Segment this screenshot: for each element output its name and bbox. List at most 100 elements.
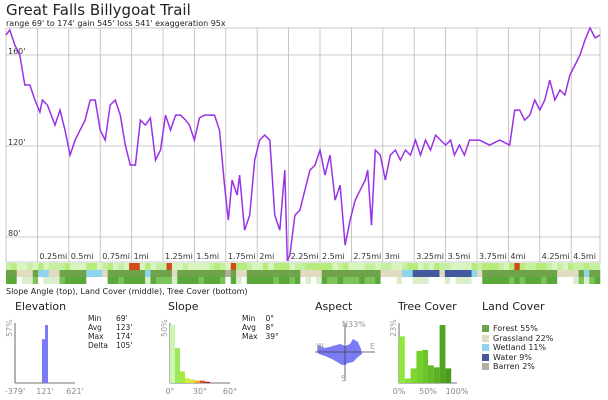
land-cover-strip-cell — [578, 270, 585, 277]
tree-cover-strip-cell — [134, 277, 141, 284]
tree-cover-strip-cell — [123, 277, 130, 284]
slope-strip-cell — [492, 263, 499, 270]
land-cover-strip-cell — [182, 270, 189, 277]
land-cover-strip-cell — [273, 270, 280, 277]
land-cover-strip-cell — [364, 270, 371, 277]
tree-cover-strip-cell — [487, 277, 494, 284]
elevation-label: Avg — [88, 323, 102, 332]
slope-strip-cell — [444, 263, 451, 270]
land-cover-strip-cell — [252, 270, 258, 277]
tree-cover-histogram-y-max-label: 23% — [389, 319, 398, 337]
slope-strip-cell — [220, 263, 226, 270]
land-cover-strip-cell — [380, 270, 387, 277]
land-cover-strip-cell — [198, 270, 205, 277]
slope-strip-cell — [418, 263, 424, 270]
tree-cover-histogram-bar — [416, 350, 423, 383]
tree-cover-strip-cell — [64, 277, 71, 284]
slope-strip-cell — [578, 263, 585, 270]
tree-cover-strip-cell — [22, 277, 28, 284]
tree-cover-strip-cell — [444, 277, 451, 284]
chart-title: Great Falls Billygoat Trail — [6, 1, 191, 19]
slope-strip-cell — [455, 263, 462, 270]
land-cover-strip-cell — [546, 270, 553, 277]
slope-strip-cell — [113, 263, 119, 270]
elevation-histogram-y-max-label: 57% — [5, 319, 14, 337]
tree-cover-strip-cell — [187, 277, 194, 284]
slope-strip-cell — [471, 263, 478, 270]
elevation-histogram-x-tick-label: 121' — [36, 387, 53, 396]
tree-cover-strip-cell — [262, 277, 269, 284]
land-cover-strip-cell — [562, 270, 569, 277]
slope-strip-cell — [241, 263, 248, 270]
slope-strip-cell — [407, 263, 414, 270]
tree-cover-strip-cell — [294, 277, 301, 284]
tree-cover-strip-cell — [567, 277, 574, 284]
slope-value: 0° — [265, 314, 275, 323]
slope-strip-cell — [359, 263, 365, 270]
slope-strip-cell — [498, 263, 504, 270]
slope-strip-cell — [6, 263, 12, 270]
tree-cover-strip-cell — [257, 277, 264, 284]
land-cover-strip-cell — [48, 270, 55, 277]
aspect-east-label: E — [370, 342, 375, 351]
slope-strip-cell — [567, 263, 574, 270]
tree-cover-strip-cell — [161, 277, 167, 284]
tree-cover-strip-cell — [225, 277, 232, 284]
land-cover-strip-cell — [525, 270, 531, 277]
tree-cover-strip-cell — [113, 277, 119, 284]
tree-cover-strip-cell — [535, 277, 542, 284]
slope-strip-cell — [86, 263, 92, 270]
tree-cover-strip-cell — [541, 277, 547, 284]
slope-strip-cell — [380, 263, 387, 270]
slope-strip-cell — [460, 263, 467, 270]
tree-cover-strip-cell — [118, 277, 125, 284]
tree-cover-strip-cell — [241, 277, 248, 284]
tree-cover-strip-cell — [75, 277, 82, 284]
land-cover-strip-cell — [492, 270, 499, 277]
land-cover-legend: Forest 55% Grassland 22% Wetland 11% Water … — [482, 324, 553, 372]
legend-swatch — [482, 363, 489, 371]
land-cover-strip-cell — [385, 270, 392, 277]
land-cover-strip-cell — [177, 270, 183, 277]
slope-strip-cell — [391, 263, 397, 270]
land-cover-title: Land Cover — [482, 300, 545, 313]
slope-strip-cell — [369, 263, 376, 270]
slope-histogram-y-max-label: 50% — [160, 319, 169, 337]
tree-cover-strip-cell — [177, 277, 183, 284]
slope-strip-cell — [75, 263, 82, 270]
land-cover-strip-cell — [262, 270, 269, 277]
land-cover-strip-cell — [86, 270, 92, 277]
slope-strip-cell — [525, 263, 531, 270]
slope-strip-cell — [246, 263, 253, 270]
slope-strip-cell — [428, 263, 435, 270]
slope-strip-cell — [145, 263, 151, 270]
land-cover-strip-cell — [337, 270, 344, 277]
slope-strip-cell — [198, 263, 205, 270]
land-cover-strip-cell — [59, 270, 66, 277]
tree-cover-strip-cell — [91, 277, 98, 284]
tree-cover-strip-cell — [332, 277, 339, 284]
legend-label: Barren 2% — [493, 362, 535, 372]
elevation-histogram-bar — [42, 339, 45, 383]
x-tick-label: 0.5mi — [71, 252, 94, 261]
land-cover-strip-cell — [257, 270, 264, 277]
tree-cover-strip-cell — [380, 277, 387, 284]
land-cover-strip-cell — [455, 270, 462, 277]
x-tick-label: 3.5mi — [448, 252, 471, 261]
elevation-histogram-bar — [45, 325, 48, 383]
land-cover-strip-cell — [567, 270, 574, 277]
x-tick-label: 1.75mi — [228, 252, 256, 261]
slope-strip-cell — [541, 263, 547, 270]
legend-item: Water 9% — [482, 353, 553, 363]
slope-strip-cell — [38, 263, 44, 270]
aspect-max-label: 33% — [348, 320, 366, 329]
land-cover-strip-cell — [214, 270, 221, 277]
slope-strip-cell — [396, 263, 403, 270]
tree-cover-strip-cell — [396, 277, 403, 284]
tree-cover-strip-cell — [289, 277, 296, 284]
land-cover-strip-cell — [75, 270, 82, 277]
land-cover-strip-cell — [225, 270, 232, 277]
land-cover-strip-cell — [204, 270, 210, 277]
land-cover-strip-cell — [64, 270, 71, 277]
slope-strip-cell — [193, 263, 199, 270]
